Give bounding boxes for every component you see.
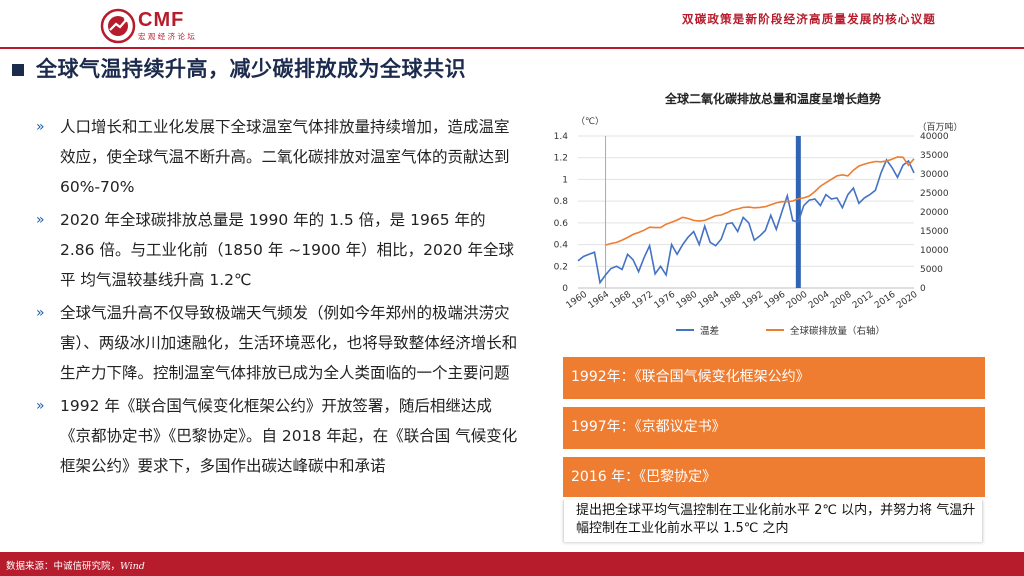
treaty-card-label: 1997年：《京都议定书》 xyxy=(571,419,726,435)
x-tick-label: 2004 xyxy=(807,290,832,311)
bullet-text: 2020 年全球碳排放总量是 1990 年的 1.5 倍，是 1965 年的 2… xyxy=(60,211,514,289)
treaty-card-1997: 1997年：《京都议定书》 xyxy=(563,407,985,449)
y-right-tick-label: 0 xyxy=(920,284,926,294)
y-right-tick-label: 5000 xyxy=(920,265,943,275)
y-left-tick-label: 1.4 xyxy=(554,132,569,142)
y-right-tick-label: 20000 xyxy=(920,208,949,218)
y-left-tick-label: 0.6 xyxy=(554,219,569,229)
x-tick-label: 2016 xyxy=(873,290,898,311)
y-right-tick-label: 35000 xyxy=(920,151,949,161)
legend-label: 温差 xyxy=(700,325,719,337)
x-tick-label: 2012 xyxy=(851,290,875,311)
logo-text: CMF xyxy=(138,9,185,31)
section-title: 全球气温持续升高，减少碳排放成为全球共识 xyxy=(36,57,466,81)
section-bullet-icon xyxy=(12,64,24,76)
bullet-text: 人口增长和工业化发展下全球温室气体排放量持续增加，造成温室效应，使全球气温不断升… xyxy=(60,118,510,196)
x-tick-label: 1984 xyxy=(697,290,722,311)
footer-wind: Wind xyxy=(120,561,145,572)
y-right-tick-label: 25000 xyxy=(920,189,949,199)
treaty-card-2016: 2016 年：《巴黎协定》 xyxy=(563,457,985,497)
y-right-tick-label: 30000 xyxy=(920,170,949,180)
cmf-logo xyxy=(100,8,136,44)
x-tick-label: 2000 xyxy=(785,290,810,311)
y-left-tick-label: 0.8 xyxy=(554,197,569,207)
x-tick-label: 1972 xyxy=(631,290,655,311)
x-tick-label: 1960 xyxy=(565,290,590,311)
chevron-bullet-icon: » xyxy=(36,305,45,321)
bullet-item: » 人口增长和工业化发展下全球温室气体排放量持续增加，造成温室效应，使全球气温不断… xyxy=(36,112,522,202)
x-tick-label: 1980 xyxy=(675,290,700,311)
header-title: 双碳政策是新阶段经济高质量发展的核心议题 xyxy=(682,12,936,26)
x-tick-label: 2008 xyxy=(829,290,854,311)
bullet-list: » 人口增长和工业化发展下全球温室气体排放量持续增加，造成温室效应，使全球气温不断… xyxy=(36,112,522,481)
bullet-item: » 1992 年《联合国气候变化框架公约》开放签署，随后相继达成《京都协定书》《巴… xyxy=(36,391,522,481)
treaty-card-label: 2016 年：《巴黎协定》 xyxy=(571,469,717,485)
x-tick-label: 1968 xyxy=(609,290,634,311)
y-left-tick-label: 1.2 xyxy=(554,154,568,164)
x-tick-label: 1964 xyxy=(587,290,612,311)
bullet-text: 1992 年《联合国气候变化框架公约》开放签署，随后相继达成《京都协定书》《巴黎… xyxy=(60,397,518,475)
y-left-unit: （℃） xyxy=(576,116,604,127)
x-tick-label: 2020 xyxy=(895,290,920,311)
footer-bar xyxy=(0,552,1024,576)
y-right-tick-label: 10000 xyxy=(920,246,949,256)
y-right-tick-label: 15000 xyxy=(920,227,949,237)
vline-marker xyxy=(795,136,801,288)
y-left-tick-label: 1 xyxy=(562,175,568,185)
logo-subtitle: 宏 观 经 济 论 坛 xyxy=(138,32,195,41)
x-tick-label: 1976 xyxy=(653,290,678,311)
footer-source: 数据来源：中诚信研究院，Wind xyxy=(6,561,145,572)
chevron-bullet-icon: » xyxy=(36,119,45,135)
legend-label: 全球碳排放量（右轴） xyxy=(790,325,885,337)
treaty-card-1992: 1992年：《联合国气候变化框架公约》 xyxy=(563,357,985,399)
treaty-card-label: 1992年：《联合国气候变化框架公约》 xyxy=(571,369,810,385)
y-right-unit: （百万吨） xyxy=(917,121,962,133)
chevron-bullet-icon: » xyxy=(36,212,45,228)
chart-svg: （℃） （百万吨） 0 0.2 0.4 0.6 0.8 1 1.2 1.4 0 5000 10000 15… xyxy=(554,116,963,337)
chart: 全球二氧化碳排放总量和温度呈增长趋势 （℃） （百万吨） 0 0.2 0.4 0.6 0.8… xyxy=(548,88,978,350)
x-tick-label: 1992 xyxy=(741,290,765,311)
y-right-tick-label: 40000 xyxy=(920,132,949,142)
x-tick-label: 1988 xyxy=(719,290,744,311)
paris-goal-note: 提出把全球平均气温控制在工业化前水平 2℃ 以内，并努力将 气温升幅控制在工业化… xyxy=(563,500,983,542)
footer-source-label: 数据来源：中诚信研究院 xyxy=(6,561,111,572)
bullet-item: » 全球气温升高不仅导致极端天气频发（例如今年郑州的极端洪涝灾害）、两级冰川加速融… xyxy=(36,298,522,388)
series-line-emissions xyxy=(605,156,915,246)
y-left-tick-label: 0.4 xyxy=(554,241,569,251)
header-divider xyxy=(0,47,1024,49)
x-tick-label: 1996 xyxy=(763,290,788,311)
chart-title: 全球二氧化碳排放总量和温度呈增长趋势 xyxy=(664,92,881,106)
y-left-tick-label: 0 xyxy=(562,284,568,294)
chevron-bullet-icon: » xyxy=(36,398,45,414)
bullet-text: 全球气温升高不仅导致极端天气频发（例如今年郑州的极端洪涝灾害）、两级冰川加速融化… xyxy=(60,304,518,382)
bullet-item: » 2020 年全球碳排放总量是 1990 年的 1.5 倍，是 1965 年的 … xyxy=(36,205,522,295)
y-left-tick-label: 0.2 xyxy=(554,262,568,272)
series-line-temperature xyxy=(577,158,915,285)
